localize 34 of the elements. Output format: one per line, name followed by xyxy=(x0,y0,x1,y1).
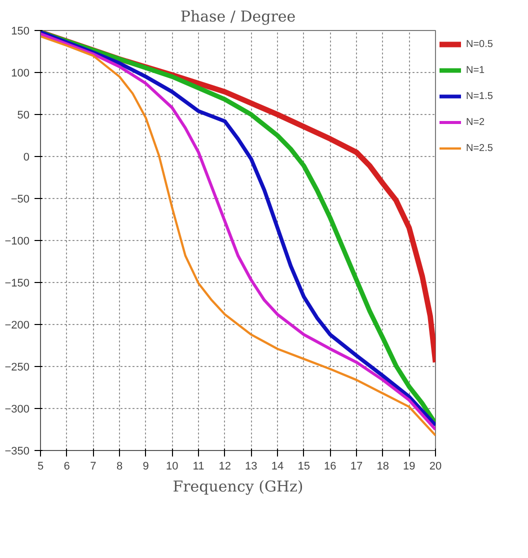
x-tick-label: 17 xyxy=(350,460,363,472)
x-tick-label: 11 xyxy=(192,460,204,472)
legend-label: N=2.5 xyxy=(466,142,493,154)
x-tick-label: 18 xyxy=(376,460,389,472)
x-tick-label: 19 xyxy=(403,460,416,472)
y-tick-label: −100 xyxy=(4,236,30,248)
legend-label: N=1.5 xyxy=(466,90,493,102)
y-tick-label: −200 xyxy=(4,320,30,332)
y-tick-label: −350 xyxy=(4,446,30,458)
y-tick-label: −50 xyxy=(10,194,30,206)
x-axis-title: Frequency (GHz) xyxy=(172,478,304,496)
x-tick-label: 14 xyxy=(271,460,284,472)
y-tick-label: 150 xyxy=(11,26,30,38)
x-tick-label: 12 xyxy=(218,460,231,472)
x-tick-label: 16 xyxy=(324,460,336,472)
y-tick-label: 50 xyxy=(17,110,30,122)
y-tick-label: −300 xyxy=(4,404,30,416)
y-tick-label: −150 xyxy=(4,278,30,290)
x-tick-label: 8 xyxy=(116,460,123,472)
y-tick-label: 0 xyxy=(23,152,30,164)
legend-label: N=2 xyxy=(466,116,486,128)
chart-title: Phase / Degree xyxy=(180,8,296,26)
legend-label: N=1 xyxy=(466,64,486,76)
x-tick-label: 10 xyxy=(166,460,178,472)
x-tick-label: 9 xyxy=(142,460,149,472)
x-tick-label: 13 xyxy=(245,460,258,472)
legend-label: N=0.5 xyxy=(466,38,493,50)
x-tick-label: 7 xyxy=(90,460,96,472)
x-tick-label: 15 xyxy=(298,460,310,472)
y-tick-label: −250 xyxy=(4,362,30,374)
x-tick-label: 20 xyxy=(429,460,442,472)
x-tick-label: 6 xyxy=(64,460,70,472)
x-tick-label: 5 xyxy=(37,460,44,472)
y-tick-label: 100 xyxy=(11,68,30,80)
